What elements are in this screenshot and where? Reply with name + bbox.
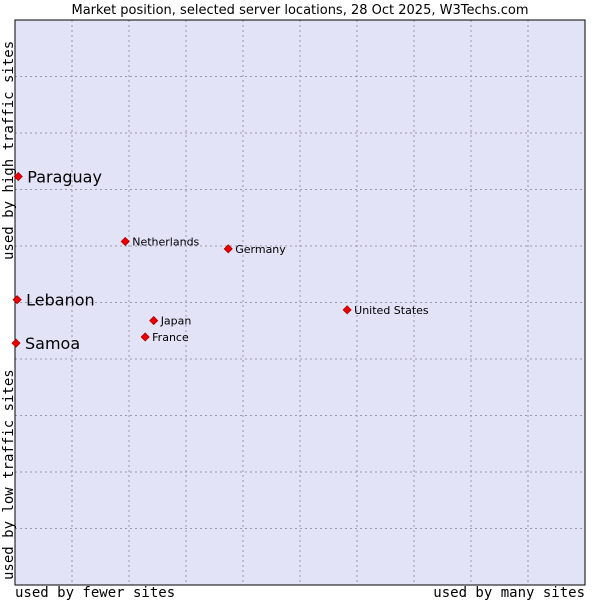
point-label-united-states: United States: [354, 304, 429, 317]
y-axis-label-high: used by high traffic sites: [1, 41, 17, 260]
y-axis-label-low: used by low traffic sites: [1, 369, 17, 580]
data-points: Paraguay Lebanon Samoa Netherlands Germany Un…: [11, 168, 429, 353]
x-axis-label-low: used by fewer sites: [15, 585, 175, 600]
point-marker-japan: [149, 316, 159, 326]
grid-lines: [15, 20, 585, 585]
point-label-paraguay: Paraguay: [27, 168, 102, 187]
point-marker-netherlands: [120, 236, 130, 247]
point-marker-samoa: [11, 338, 21, 348]
point-label-lebanon: Lebanon: [26, 291, 95, 310]
plot-border: [14, 19, 586, 586]
point-marker-lebanon: [12, 295, 22, 305]
point-marker-paraguay: [13, 171, 23, 182]
point-label-germany: Germany: [235, 243, 286, 256]
chart-title: Market position, selected server locatio…: [71, 3, 528, 18]
point-marker-germany: [223, 244, 233, 254]
point-marker-france: [140, 332, 150, 342]
point-marker-united-states: [342, 305, 352, 315]
point-label-samoa: Samoa: [25, 334, 80, 353]
point-label-netherlands: Netherlands: [132, 235, 199, 248]
point-label-france: France: [152, 331, 189, 344]
point-label-japan: Japan: [160, 315, 192, 328]
x-axis-label-high: used by many sites: [433, 585, 585, 600]
